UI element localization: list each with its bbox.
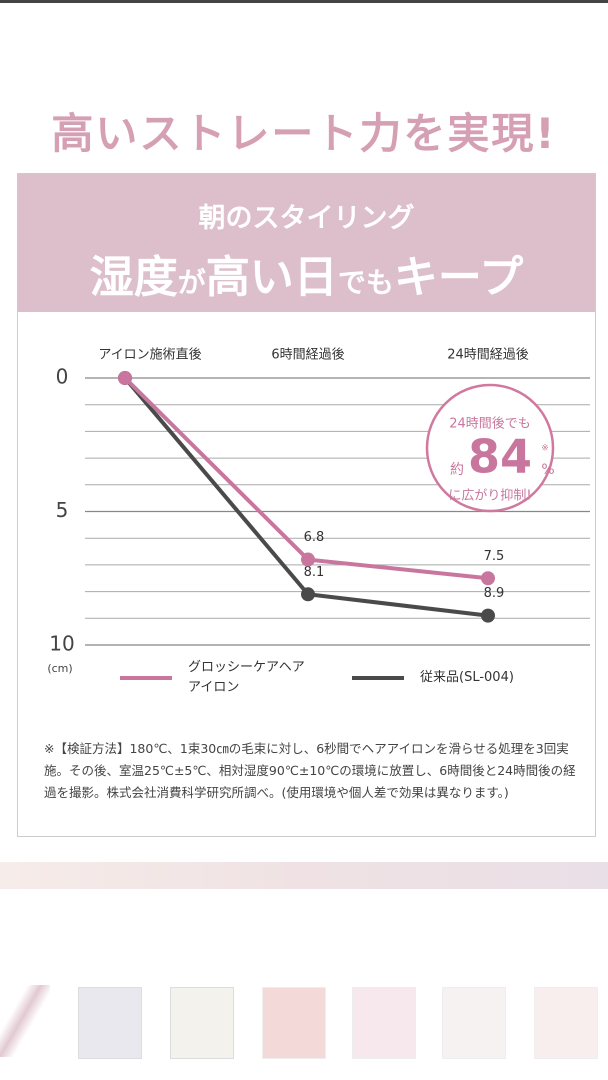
y-tick-label: 0 <box>56 365 69 389</box>
data-point <box>481 608 495 623</box>
headline: 高いストレート力を実現! <box>51 109 557 158</box>
data-point <box>118 371 132 385</box>
thumbnails <box>0 985 608 1060</box>
note: ※【検証方法】180℃、1束30㎝の毛束に対し、6秒間でヘアアイロンを滑らせる処… <box>44 741 576 800</box>
data-label: 7.5 <box>484 549 505 564</box>
banner-subtitle: 朝のスタイリング <box>198 203 415 234</box>
badge-text: 約 <box>450 462 464 478</box>
banner: 朝のスタイリング 湿度が高い日でもキープ <box>18 174 595 312</box>
series-line <box>123 376 489 618</box>
badge-text: に広がり抑制! <box>448 489 531 504</box>
legend-label: グロッシーケアヘアアイロン <box>188 660 305 695</box>
legend-item: 従来品(SL-004) <box>352 658 560 698</box>
legend: グロッシーケアヘアアイロン 従来品(SL-004) <box>120 658 580 702</box>
thumbnail[interactable] <box>352 987 416 1059</box>
title-part: キープ <box>393 252 524 303</box>
x-tick-label: 24時間経過後 <box>447 348 529 363</box>
title-part: でも <box>337 266 394 299</box>
badge-number: 84 <box>468 430 532 484</box>
badge-circle <box>425 383 555 513</box>
badge-text: ※ <box>541 444 549 454</box>
badge-text: 24時間後でも <box>449 417 531 432</box>
legend-swatch <box>120 676 172 680</box>
y-tick-label: 5 <box>56 498 69 522</box>
legend-swatch <box>352 676 404 680</box>
thumbnail[interactable] <box>170 987 234 1059</box>
banner-title: 湿度が高い日でもキープ <box>18 241 595 305</box>
data-label: 8.9 <box>484 586 505 601</box>
data-label: 8.1 <box>304 565 325 580</box>
x-tick-label: 6時間経過後 <box>271 348 344 363</box>
thumbnail[interactable] <box>534 987 598 1059</box>
data-label: 6.8 <box>304 530 325 545</box>
title-part: が <box>177 266 206 299</box>
thumbnail[interactable] <box>0 985 50 1057</box>
chart: 0 5 10 (cm) アイロン施術直後 6時間経過後 24時間経過後 8.1 8.9 6.8 7.… <box>47 348 590 675</box>
y-tick-label: 10 <box>49 632 74 656</box>
y-unit: (cm) <box>47 662 72 675</box>
divider-band <box>0 862 608 889</box>
x-tick-label: アイロン施術直後 <box>98 348 201 363</box>
data-point <box>301 552 315 567</box>
top-bar <box>0 0 608 3</box>
title-part: 高い日 <box>205 252 338 303</box>
data-point <box>481 571 495 586</box>
title-part: 湿度 <box>89 252 178 303</box>
thumbnail[interactable] <box>78 987 142 1059</box>
legend-item: グロッシーケアヘアアイロン <box>120 658 310 698</box>
data-point <box>301 587 315 602</box>
thumbnail[interactable] <box>442 987 506 1059</box>
badge-text: % <box>541 462 554 478</box>
panel <box>17 173 596 837</box>
thumbnail[interactable] <box>262 987 326 1059</box>
legend-label: 従来品(SL-004) <box>420 670 514 685</box>
